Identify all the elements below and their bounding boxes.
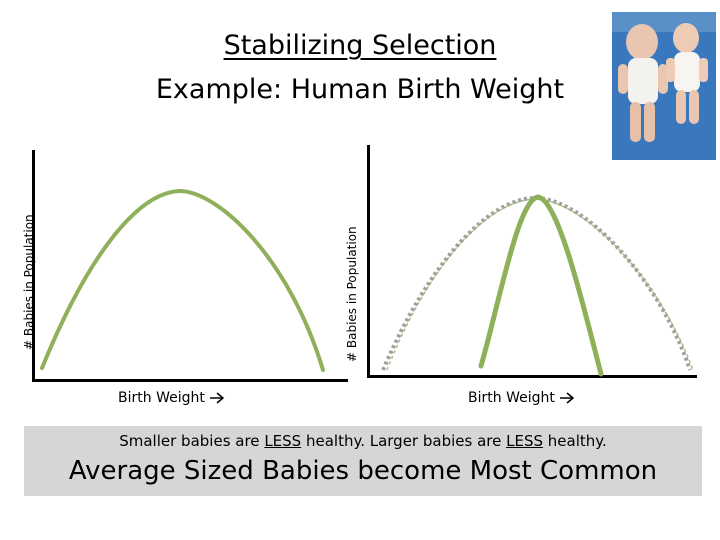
right-y-axis: [367, 145, 370, 377]
conclusion-banner: Smaller babies are LESS healthy. Larger …: [24, 426, 702, 496]
slide-title: Stabilizing Selection: [223, 30, 497, 61]
arrow-right-icon: [560, 392, 575, 404]
banner-text-1: Smaller babies are: [119, 432, 265, 450]
arrow-right-icon: [210, 392, 225, 404]
right-x-axis-label-text: Birth Weight: [468, 390, 555, 406]
banner-headline: Average Sized Babies become Most Common: [68, 456, 658, 486]
slide-subtitle: Example: Human Birth Weight: [155, 74, 565, 105]
banner-less-1: LESS: [264, 432, 302, 450]
banner-less-2: LESS: [506, 432, 543, 450]
banner-statement: Smaller babies are LESS healthy. Larger …: [24, 432, 702, 450]
babies-photo: [612, 12, 716, 160]
banner-text-2: healthy. Larger babies are: [301, 432, 507, 450]
right-x-axis-label: Birth Weight: [468, 390, 575, 406]
right-x-axis: [367, 375, 697, 378]
left-y-axis: [32, 150, 35, 382]
banner-text-3: healthy.: [543, 432, 607, 450]
left-x-axis: [32, 379, 348, 382]
left-x-axis-label: Birth Weight: [118, 390, 225, 406]
left-x-axis-label-text: Birth Weight: [118, 390, 205, 406]
